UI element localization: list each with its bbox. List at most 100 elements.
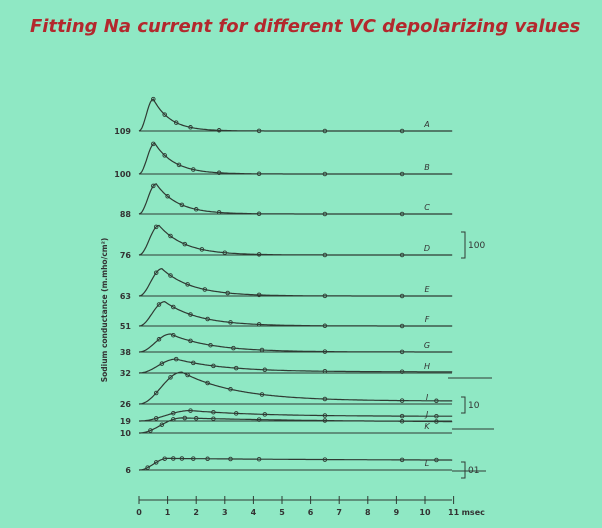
data-point-L-8 — [256, 456, 262, 462]
data-point-B-6 — [322, 171, 328, 177]
data-point-F-0 — [156, 302, 162, 307]
data-point-C-3 — [193, 207, 199, 212]
data-point-D-5 — [256, 252, 262, 257]
data-point-C-5 — [256, 211, 262, 217]
data-point-E-4 — [225, 290, 230, 296]
data-point-A-2 — [173, 120, 179, 125]
slide-title: Fitting Na current for different VC depo… — [30, 16, 581, 37]
x-tick-label-6: 6 — [308, 508, 314, 517]
data-point-K-2 — [171, 417, 176, 422]
data-point-K-6 — [256, 417, 262, 422]
data-point-B-7 — [399, 171, 405, 177]
x-tick-label-11: 11 — [448, 508, 460, 517]
depolarization-label-D: 76 — [120, 251, 132, 260]
x-tick-label-3: 3 — [222, 508, 228, 517]
depolarization-label-I: 26 — [120, 400, 132, 409]
data-point-L-9 — [322, 457, 328, 462]
depolarization-label-K: 10 — [120, 429, 132, 438]
data-point-L-10 — [399, 457, 405, 463]
data-point-L-2 — [162, 456, 167, 461]
data-point-E-3 — [202, 287, 208, 292]
data-point-F-7 — [399, 323, 405, 329]
scale-bar-label-1: 10 — [468, 401, 480, 411]
data-point-H-2 — [191, 360, 196, 366]
trace-A — [138, 98, 453, 132]
data-point-I-8 — [434, 398, 439, 404]
scale-bar-0 — [461, 231, 466, 259]
x-tick-label-7: 7 — [336, 508, 342, 517]
depolarization-label-G: 38 — [120, 348, 132, 357]
trace-label-K: K — [424, 422, 430, 431]
data-point-G-7 — [399, 349, 405, 355]
data-point-I-6 — [322, 396, 328, 402]
data-point-J-8 — [434, 413, 439, 419]
x-axis-unit: msec — [462, 508, 486, 517]
data-point-F-5 — [256, 322, 262, 327]
depolarization-label-F: 51 — [120, 322, 132, 331]
data-point-I-3 — [205, 380, 210, 386]
data-point-G-1 — [171, 332, 176, 338]
x-tick-label-4: 4 — [251, 508, 257, 517]
trace-G — [138, 333, 453, 353]
data-point-B-5 — [256, 171, 262, 177]
x-tick-label-2: 2 — [193, 508, 199, 517]
data-point-C-2 — [179, 202, 185, 208]
data-point-L-5 — [191, 456, 196, 461]
data-point-E-7 — [399, 293, 405, 299]
y-axis-title: Sodium conductance (m.mho/cm²) — [100, 238, 109, 383]
data-point-G-6 — [322, 349, 328, 354]
data-point-A-1 — [162, 112, 167, 117]
data-point-D-0 — [153, 224, 159, 230]
data-point-C-0 — [151, 183, 156, 189]
depolarization-label-H: 32 — [120, 369, 131, 378]
x-tick-label-9: 9 — [394, 508, 400, 517]
data-point-A-0 — [151, 96, 156, 102]
data-point-A-6 — [322, 128, 328, 134]
data-point-J-4 — [233, 411, 239, 416]
trace-K — [139, 417, 453, 434]
data-point-L-6 — [205, 456, 210, 462]
data-point-F-4 — [228, 320, 233, 325]
trace-I — [138, 371, 453, 405]
depolarization-label-L: 6 — [125, 466, 131, 475]
trace-label-A: A — [423, 120, 429, 129]
data-point-E-1 — [168, 273, 173, 278]
trace-label-E: E — [424, 285, 430, 294]
depolarization-label-A: 109 — [114, 127, 131, 136]
scale-bar-1 — [461, 396, 466, 414]
data-point-L-4 — [179, 456, 185, 461]
data-point-A-5 — [256, 128, 262, 134]
trace-L — [138, 457, 453, 471]
data-point-E-6 — [322, 293, 328, 299]
depolarization-label-C: 88 — [120, 210, 132, 219]
data-point-F-1 — [171, 304, 176, 310]
data-point-G-0 — [156, 337, 162, 342]
data-point-J-3 — [211, 409, 216, 415]
scale-bars: 100 10 01 — [461, 231, 485, 479]
data-point-E-0 — [153, 270, 159, 275]
trace-label-J: J — [424, 410, 429, 419]
data-point-L-0 — [145, 465, 150, 470]
data-point-J-0 — [153, 416, 159, 421]
data-point-G-5 — [259, 347, 265, 353]
data-point-C-1 — [165, 194, 170, 199]
trace-label-G: G — [424, 341, 430, 350]
data-point-K-9 — [434, 419, 439, 424]
trace-label-C: C — [424, 203, 430, 212]
depolarization-label-E: 63 — [120, 292, 131, 301]
trace-label-H: H — [424, 362, 430, 371]
data-point-B-3 — [191, 167, 196, 172]
conductance-traces — [138, 96, 494, 472]
trace-label-L: L — [425, 459, 429, 468]
trace-E — [138, 268, 453, 297]
data-point-H-6 — [322, 368, 328, 374]
data-point-F-2 — [188, 312, 193, 317]
data-point-H-1 — [173, 356, 179, 362]
data-point-I-2 — [185, 372, 190, 378]
trace-D — [138, 224, 453, 256]
data-point-K-3 — [182, 415, 188, 421]
data-point-K-7 — [322, 418, 328, 423]
data-point-K-8 — [399, 419, 405, 424]
data-point-B-2 — [176, 162, 182, 168]
